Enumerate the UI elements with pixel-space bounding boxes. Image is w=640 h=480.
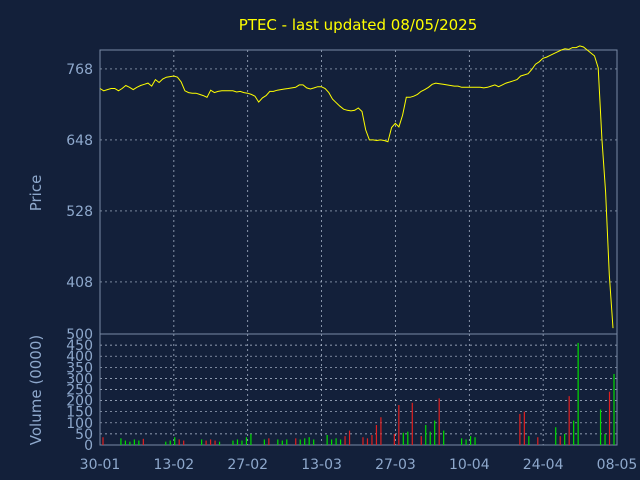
x-tick-labels: 30-01 13-02 27-02 13-03 27-03 10-04 24-04 08-05 bbox=[80, 457, 638, 473]
volume-y-tick: 400 bbox=[66, 349, 93, 365]
volume-y-tick: 350 bbox=[66, 360, 93, 376]
x-tick-label: 13-02 bbox=[154, 457, 195, 473]
x-tick-label: 08-05 bbox=[597, 457, 638, 473]
x-tick-label: 27-03 bbox=[375, 457, 416, 473]
x-tick-label: 13-03 bbox=[301, 457, 342, 473]
price-series bbox=[99, 45, 614, 329]
volume-y-tick: 250 bbox=[66, 383, 93, 399]
price-panel-grid bbox=[99, 50, 618, 334]
volume-y-tick: 100 bbox=[66, 416, 93, 432]
price-line bbox=[99, 45, 614, 329]
volume-y-tick: 450 bbox=[66, 338, 93, 354]
volume-bars bbox=[102, 342, 615, 445]
price-axis-label: Price bbox=[27, 175, 45, 212]
x-tick-label: 27-02 bbox=[227, 457, 268, 473]
x-tick-label: 30-01 bbox=[80, 457, 121, 473]
volume-axis-label: Volume (0000) bbox=[27, 335, 45, 445]
volume-panel-frame bbox=[99, 333, 618, 446]
volume-y-tick: 150 bbox=[66, 405, 93, 421]
volume-y-tick: 0 bbox=[84, 438, 93, 454]
volume-y-tick: 50 bbox=[75, 427, 93, 443]
price-y-tick: 408 bbox=[66, 275, 93, 291]
chart-title: PTEC - last updated 08/05/2025 bbox=[239, 16, 478, 34]
price-y-tick: 768 bbox=[66, 62, 93, 78]
x-tick-label: 24-04 bbox=[523, 457, 564, 473]
x-tick-label: 10-04 bbox=[449, 457, 490, 473]
price-y-tick: 648 bbox=[66, 133, 93, 149]
volume-y-tick: 500 bbox=[66, 327, 93, 343]
volume-y-tick: 300 bbox=[66, 371, 93, 387]
volume-y-tick: 200 bbox=[66, 394, 93, 410]
price-y-tick: 528 bbox=[66, 204, 93, 220]
price-y-tick-labels: 408 528 648 768 bbox=[66, 62, 93, 291]
volume-panel-grid bbox=[99, 334, 618, 445]
price-panel-frame bbox=[99, 49, 618, 335]
